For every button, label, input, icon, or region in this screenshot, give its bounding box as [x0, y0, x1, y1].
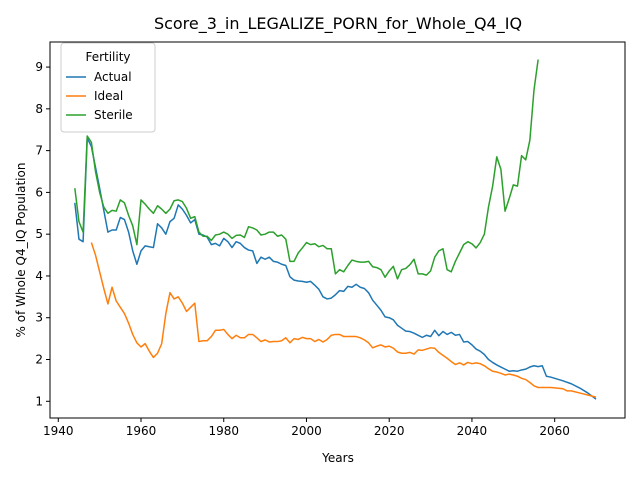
y-tick-label: 3: [35, 311, 43, 325]
legend: Fertility Actual Ideal Sterile: [60, 42, 156, 133]
y-tick-label: 6: [35, 185, 43, 199]
x-tick-label: 1960: [126, 424, 157, 438]
legend-label-sterile: Sterile: [94, 108, 133, 122]
x-tick-label: 2020: [374, 424, 405, 438]
x-tick-label: 2000: [291, 424, 322, 438]
plot-frame: [49, 41, 626, 419]
y-tick-label: 8: [35, 102, 43, 116]
y-tick-label: 1: [35, 394, 43, 408]
x-tick-label: 1980: [208, 424, 239, 438]
y-tick-label: 7: [35, 144, 43, 158]
y-tick-label: 4: [35, 269, 43, 283]
x-tick-label: 2040: [457, 424, 488, 438]
legend-label-ideal: Ideal: [94, 89, 123, 103]
series-line-actual: [74, 137, 597, 400]
chart-title: Score_3_in_LEGALIZE_PORN_for_Whole_Q4_IQ: [154, 14, 522, 34]
legend-label-actual: Actual: [94, 70, 132, 84]
legend-items: Actual Ideal Sterile: [66, 70, 133, 122]
y-axis: 1 2 3 4 5 6 7 8 9: [35, 60, 50, 408]
series-line-sterile: [74, 59, 539, 280]
series-layer: [74, 59, 597, 400]
plot-area: [49, 41, 626, 419]
y-tick-label: 5: [35, 227, 43, 241]
y-tick-label: 2: [35, 353, 43, 367]
x-tick-label: 1940: [43, 424, 74, 438]
series-line-ideal: [90, 242, 597, 398]
legend-title: Fertility: [85, 50, 130, 64]
y-axis-label: % of Whole Q4_IQ Population: [14, 163, 28, 338]
y-tick-label: 9: [35, 60, 43, 74]
x-tick-label: 2060: [539, 424, 570, 438]
x-axis-label: Years: [321, 451, 354, 465]
x-axis: 1940 1960 1980 2000 2020 2040 2060: [43, 418, 570, 438]
legend-box: [60, 42, 156, 133]
